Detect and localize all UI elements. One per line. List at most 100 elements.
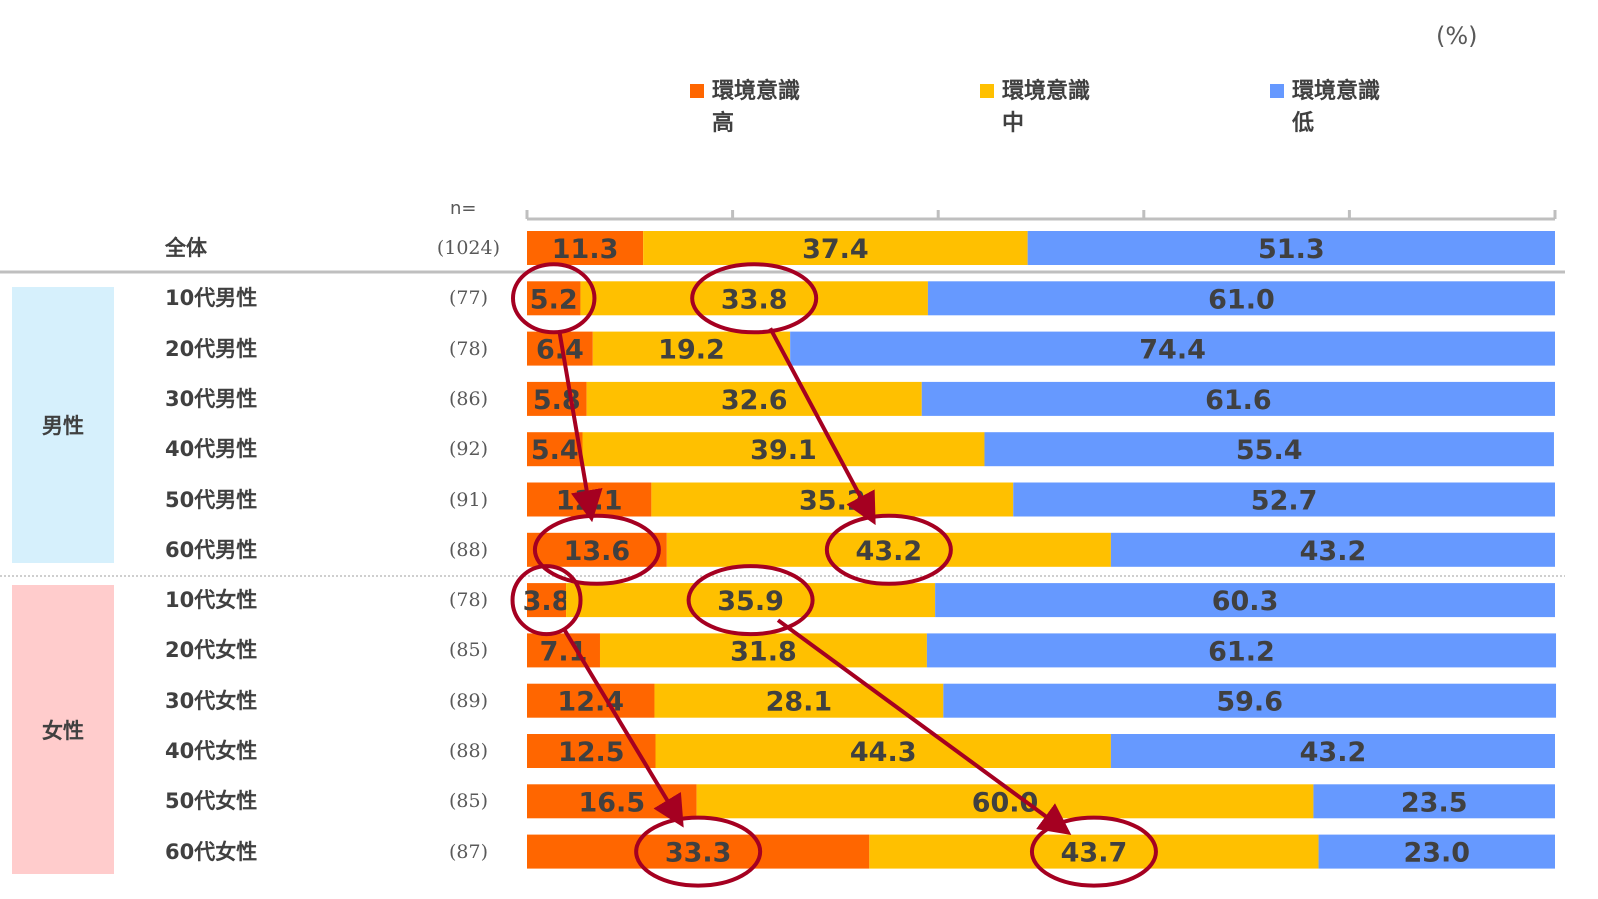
bar-value-label: 39.1	[750, 435, 817, 466]
row-sample-size: (86)	[448, 387, 488, 410]
unit-label: (%)	[1436, 22, 1478, 50]
bar-value-label: 32.6	[721, 385, 788, 416]
trend-arrow	[776, 618, 1072, 836]
legend-mid-line1: 環境意識	[1002, 79, 1091, 104]
bar-value-label: 61.6	[1205, 385, 1272, 416]
row-label: 50代男性	[165, 487, 258, 512]
row-sample-size: (89)	[448, 689, 488, 712]
row-sample-size: (88)	[448, 740, 488, 762]
bar-value-label: 23.5	[1401, 787, 1468, 818]
bar-value-label: 43.2	[1300, 536, 1367, 567]
male-group-box: 男性	[12, 287, 114, 563]
row-sample-size: (78)	[448, 589, 488, 612]
bar-value-label: 31.8	[730, 636, 797, 667]
row-label: 20代男性	[165, 336, 258, 361]
row-sample-size: (78)	[448, 337, 488, 360]
row-label: 10代女性	[165, 588, 258, 613]
bar-segment	[1013, 482, 1555, 517]
bar-segment	[921, 381, 1555, 416]
bar-segment	[666, 532, 1111, 567]
legend-low: 環境意識 低	[1270, 76, 1412, 140]
highlight-circle	[690, 262, 819, 335]
legend-high-swatch	[690, 84, 704, 98]
bar-segment	[527, 834, 870, 869]
bar-value-label: 52.7	[1251, 486, 1318, 517]
legend-mid-line2: 中	[1002, 111, 1025, 136]
row-sample-size: (92)	[448, 438, 488, 461]
male-group-label: 男性	[42, 414, 84, 438]
row-label: 30代女性	[165, 688, 258, 713]
row-sample-size: (1024)	[436, 237, 500, 259]
bar-value-label: 55.4	[1236, 435, 1303, 466]
n-label: n=	[450, 198, 477, 219]
bar-value-label: 43.7	[1061, 838, 1128, 869]
legend-mid-swatch	[980, 84, 994, 98]
bar-segment	[527, 633, 600, 668]
bar-value-label: 3.8	[523, 586, 571, 617]
row-sample-size: (85)	[448, 639, 488, 662]
legend-low-line2: 低	[1292, 111, 1315, 136]
bar-value-label: 16.5	[578, 787, 645, 818]
bar-segment	[1313, 784, 1555, 819]
bar-value-label: 7.1	[540, 636, 588, 667]
bar-segment	[655, 734, 1111, 768]
bar-segment	[790, 331, 1555, 366]
bar-segment	[643, 231, 1028, 265]
highlight-circle	[510, 564, 583, 637]
bar-value-label: 33.8	[721, 284, 788, 315]
row-label: 10代男性	[165, 286, 258, 311]
row-sample-size: (85)	[448, 790, 488, 813]
legend-mid: 環境意識 中	[980, 76, 1122, 140]
bar-segment	[527, 281, 581, 316]
legend-high-line2: 高	[712, 111, 735, 136]
bar-segment	[696, 784, 1314, 819]
bar-value-label: 33.3	[665, 838, 732, 869]
bar-segment	[580, 281, 928, 316]
row-sample-size: (91)	[448, 488, 488, 511]
bar-value-label: 60.3	[1212, 586, 1279, 617]
legend-high: 環境意識 高	[690, 76, 832, 140]
bar-segment	[527, 381, 587, 416]
highlight-circle	[686, 564, 815, 637]
bar-value-label: 74.4	[1139, 335, 1206, 366]
bar-segment	[566, 583, 936, 618]
bar-segment	[527, 683, 655, 718]
bar-value-label: 61.0	[1208, 284, 1275, 315]
bar-segment	[1027, 231, 1555, 265]
legend-high-text: 環境意識 高	[712, 76, 832, 140]
bar-value-label: 12.5	[558, 737, 625, 768]
row-label: 50代女性	[165, 789, 258, 814]
bar-value-label: 19.2	[658, 335, 725, 366]
bar-segment	[927, 281, 1555, 316]
trend-arrow	[562, 628, 684, 828]
row-sample-size: (87)	[448, 840, 488, 863]
bar-segment	[984, 432, 1554, 467]
bar-value-label: 43.2	[856, 536, 923, 567]
bar-segment	[599, 633, 927, 668]
highlight-circle	[1029, 815, 1158, 888]
bar-segment	[943, 683, 1557, 718]
trend-arrow	[557, 331, 603, 523]
legend-high-line1: 環境意識	[712, 79, 801, 104]
row-label: 40代女性	[165, 739, 258, 763]
bar-value-label: 28.1	[766, 687, 833, 718]
bar-segment	[651, 482, 1014, 517]
bar-value-label: 5.4	[531, 435, 579, 466]
female-group-box: 女性	[12, 585, 114, 874]
row-sample-size: (88)	[448, 538, 488, 561]
legend-mid-text: 環境意識 中	[1002, 76, 1122, 140]
bar-segment	[926, 633, 1557, 668]
bar-segment	[592, 331, 791, 366]
bar-segment	[1318, 834, 1555, 869]
bar-segment	[1110, 734, 1555, 768]
bar-segment	[654, 683, 944, 718]
bar-value-label: 23.0	[1403, 838, 1470, 869]
bar-value-label: 13.6	[564, 536, 631, 567]
highlight-circle	[824, 513, 953, 586]
bar-segment	[582, 432, 985, 467]
bar-segment	[527, 231, 644, 265]
bar-segment	[1110, 532, 1555, 567]
row-label: 60代女性	[165, 839, 258, 864]
bar-segment	[527, 432, 583, 467]
